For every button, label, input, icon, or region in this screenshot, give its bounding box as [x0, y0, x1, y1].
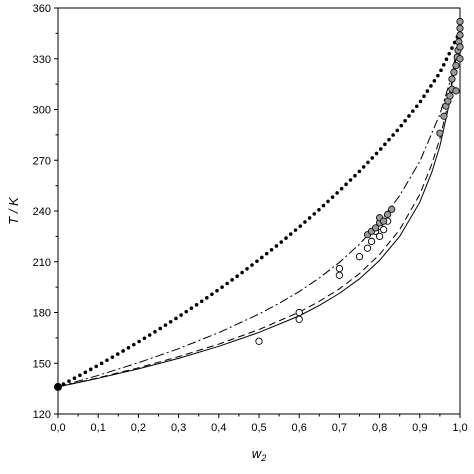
y-tick-label: 240 [33, 206, 51, 218]
data-point [255, 337, 263, 345]
dotted-line [56, 29, 462, 389]
series-dotted-line [56, 29, 462, 389]
data-point [452, 61, 460, 70]
series-dash-dot-line [57, 31, 461, 388]
data-point [335, 264, 344, 273]
y-tick-label: 330 [33, 54, 51, 66]
data-point [456, 24, 464, 32]
x-tick-label: 0,2 [131, 422, 146, 434]
series-dashed-line [57, 31, 461, 388]
y-tick-label: 120 [33, 409, 51, 421]
dashed-line [57, 31, 461, 388]
data-point [456, 17, 464, 26]
x-tick-label: 0,9 [412, 422, 427, 434]
y-tick-label: 360 [33, 3, 51, 15]
data-point [54, 382, 62, 391]
series-solid-line [57, 31, 461, 388]
y-tick-label: 150 [33, 358, 51, 370]
y-tick-label: 300 [33, 105, 51, 117]
x-tick-label: 0,7 [332, 422, 347, 434]
data-point [450, 68, 458, 76]
x-tick-label: 0,1 [91, 422, 106, 434]
x-tick-label: 0,6 [292, 422, 307, 434]
data-point [295, 315, 303, 323]
data-point [448, 75, 456, 83]
data-point [384, 210, 392, 218]
x-tick-label: 0,3 [171, 422, 186, 434]
y-tick-label: 270 [33, 155, 51, 167]
data-point [452, 87, 460, 95]
data-point [436, 129, 444, 137]
data-point [375, 232, 384, 241]
data-point [355, 253, 364, 261]
data-point [456, 43, 464, 51]
data-point [388, 205, 396, 213]
data-point [367, 237, 376, 246]
x-tick-label: 0,4 [211, 422, 226, 434]
dash-dot-line [57, 31, 461, 388]
x-axis-ticks: 0,0 0,1 0,2 0,3 0,4 0,5 0,6 0,7 0,8 0,9 1,0 [50, 414, 468, 434]
y-axis-ticks: 120 150 180 210 240 270 300 330 360 [33, 3, 58, 421]
data-point [295, 308, 303, 317]
y-tick-label: 180 [33, 308, 51, 320]
series-grey-filled-circle [363, 17, 464, 239]
data-point [440, 112, 448, 120]
x-axis-label-main: w [252, 446, 263, 461]
x-tick-label: 0,5 [251, 422, 266, 434]
data-point [456, 55, 464, 63]
data-point [456, 31, 464, 39]
data-point [371, 224, 380, 232]
data-point [380, 217, 388, 225]
x-tick-label: 0,0 [50, 422, 65, 434]
data-point [379, 225, 388, 234]
x-axis-label-subscript: 2 [260, 453, 266, 463]
x-axis-label: w2 [252, 446, 266, 463]
y-axis-label: T / K [6, 196, 21, 225]
solid-line [57, 31, 461, 388]
x-tick-label: 0,8 [372, 422, 387, 434]
data-point [446, 92, 454, 100]
data-point [363, 244, 372, 252]
series-filled-black-point [54, 382, 62, 391]
x-tick-label: 1,0 [452, 422, 467, 434]
series-layer [54, 17, 464, 391]
y-tick-label: 210 [33, 257, 51, 269]
data-point [335, 271, 344, 279]
